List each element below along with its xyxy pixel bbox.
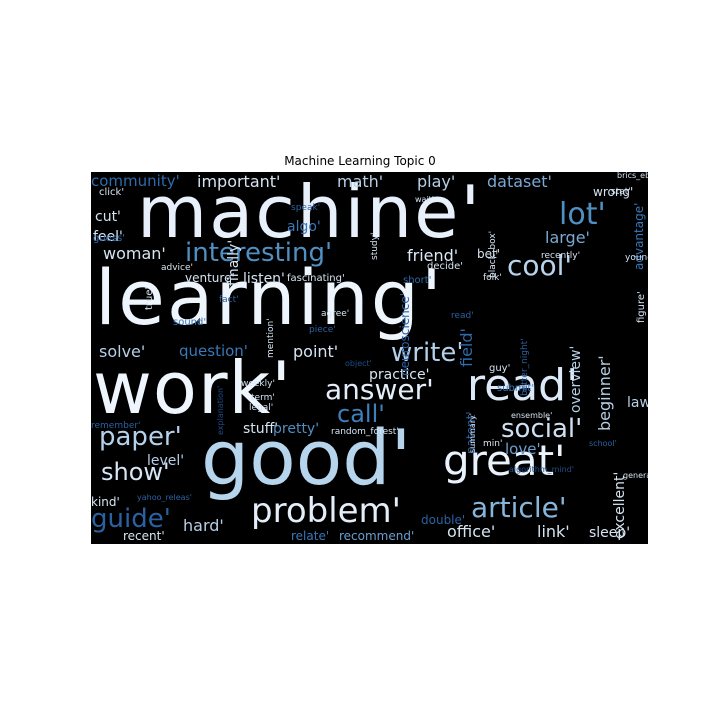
word-link: link' xyxy=(537,522,570,541)
word-object: object' xyxy=(345,359,372,368)
word-great: great' xyxy=(443,436,566,485)
word-figure: figure' xyxy=(636,290,647,323)
word-double: double' xyxy=(421,513,466,527)
word-sound: sound' xyxy=(173,317,207,328)
word-learning: learning' xyxy=(95,253,444,342)
word-random_forest: random_forest' xyxy=(331,427,399,437)
word-cool: cool' xyxy=(507,249,573,282)
word-summary: summary' xyxy=(468,413,477,454)
word-read: read' xyxy=(451,311,474,321)
word-recently: recently' xyxy=(541,251,581,261)
word-true: true' xyxy=(144,286,155,310)
word-show: show' xyxy=(101,458,170,486)
word-answer: answer' xyxy=(325,373,434,406)
word-min: min' xyxy=(483,439,503,449)
word-decide: decide' xyxy=(427,261,464,272)
word-wrong: wrong' xyxy=(593,185,634,199)
word-algorithm_mind: algorithm_mind' xyxy=(509,465,574,474)
word-explanation: explanation' xyxy=(216,385,225,435)
word-beginner: beginner' xyxy=(595,355,614,432)
word-hard: hard' xyxy=(183,516,224,535)
word-article: article' xyxy=(471,491,567,524)
word-office: office' xyxy=(447,522,496,541)
word-sleep: sleep' xyxy=(589,525,631,541)
word-young: young' xyxy=(625,253,648,263)
word-stat: stat' xyxy=(611,187,631,197)
word-folk: folk' xyxy=(483,273,502,283)
word-ensemble: ensemble' xyxy=(511,411,553,420)
word-kind: kind' xyxy=(91,495,120,509)
word-machine: machine' xyxy=(137,172,483,254)
word-feel: feel' xyxy=(93,229,123,245)
word-fascinating: fascinating' xyxy=(287,273,345,284)
word-guy: guy' xyxy=(489,363,511,374)
word-problem: problem' xyxy=(251,491,402,531)
word-recent: recent' xyxy=(123,529,165,543)
word-click: click' xyxy=(99,187,125,198)
word-cloud-canvas: machine' learning' work' good' great' read' pr… xyxy=(91,172,648,544)
word-level: level' xyxy=(147,453,185,469)
word-overview: overview' xyxy=(568,345,584,414)
word-relate: relate' xyxy=(291,529,330,543)
word-advice: advice' xyxy=(161,263,194,273)
word-speak: speak' xyxy=(291,203,321,213)
word-fact: fact' xyxy=(219,295,239,305)
word-stuff: stuff' xyxy=(243,421,279,437)
word-important: important' xyxy=(197,172,281,191)
word-school: school' xyxy=(589,439,617,448)
word-excellent: excellent' xyxy=(612,471,628,539)
word-large: large' xyxy=(545,228,590,247)
word-question: question' xyxy=(179,342,248,360)
word-guess: guess' xyxy=(93,233,126,244)
word-agree: agree' xyxy=(321,309,350,319)
word-interesting: interesting' xyxy=(185,238,333,268)
word-brics_ebay: brics_ebay' xyxy=(617,172,648,180)
word-good: good' xyxy=(201,413,412,502)
word-lot: lot' xyxy=(559,197,606,232)
word-listen: listen' xyxy=(243,271,285,287)
word-algo: algo' xyxy=(287,219,321,235)
word-recommend: recommend' xyxy=(339,529,415,543)
word-neuroscience: neuroscience' xyxy=(398,292,412,376)
word-dataset: dataset' xyxy=(487,172,552,191)
word-call: call' xyxy=(337,400,385,428)
word-cut: cut' xyxy=(95,209,121,225)
word-play: play' xyxy=(417,172,456,191)
word-study: study' xyxy=(370,232,380,260)
word-bet: bet' xyxy=(477,247,501,261)
word-submit: submit' xyxy=(497,383,535,394)
word-legal: legal' xyxy=(249,403,274,413)
word-community: community' xyxy=(91,172,180,190)
word-weekly: weekly' xyxy=(241,379,275,389)
word-pretty: pretty' xyxy=(273,421,320,437)
word-woman: woman' xyxy=(103,244,166,263)
word-better_night: better_night' xyxy=(520,338,530,397)
word-remember: remember' xyxy=(91,421,141,431)
word-practice: practice' xyxy=(369,367,430,383)
word-write: write' xyxy=(391,338,464,368)
word-piece: piece' xyxy=(309,325,336,335)
word-math: math' xyxy=(337,172,384,191)
word-term: term' xyxy=(251,393,275,403)
word-love: love' xyxy=(505,440,541,458)
word-point: point' xyxy=(293,342,339,361)
chart-title: Machine Learning Topic 0 xyxy=(284,154,436,168)
word-law: law' xyxy=(627,395,648,411)
word-solve: solve' xyxy=(99,342,146,361)
word-work: work' xyxy=(93,346,293,430)
word-paper: paper' xyxy=(99,422,182,452)
word-social: social' xyxy=(501,414,583,444)
word-short: short' xyxy=(403,275,432,286)
word-field: field' xyxy=(457,327,476,367)
word-black_box: black_box' xyxy=(488,230,498,278)
word-wait: wait' xyxy=(415,195,435,204)
word-mention: mention' xyxy=(266,317,276,358)
word-friend: friend' xyxy=(407,246,459,265)
word-venture: venture' xyxy=(185,271,235,285)
word-read: read' xyxy=(467,360,579,411)
word-guide: guide' xyxy=(91,504,171,534)
word-yahoo_releas: yahoo_releas' xyxy=(137,493,192,502)
